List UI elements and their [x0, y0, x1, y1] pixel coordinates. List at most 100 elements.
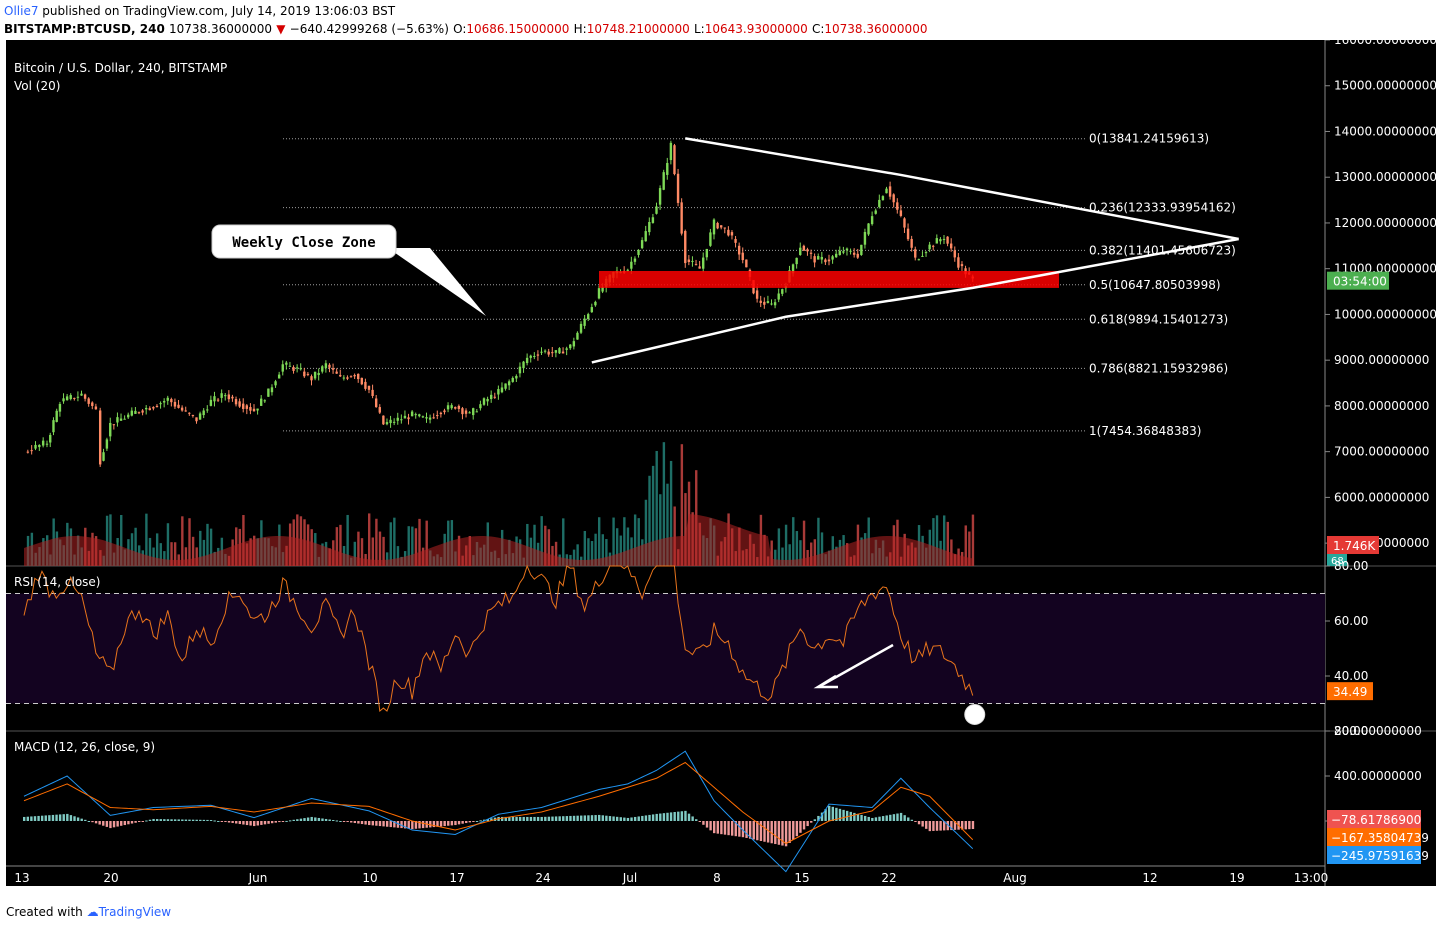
macd-histogram-bar — [623, 817, 626, 821]
macd-histogram-bar — [544, 816, 547, 821]
candle-body — [464, 410, 468, 414]
macd-histogram-bar — [716, 821, 719, 834]
extra-badge: 68 — [1331, 556, 1344, 567]
candle-body — [119, 418, 123, 421]
candle-body — [525, 357, 529, 364]
macd-histogram-bar — [66, 813, 69, 821]
macd-histogram-bar — [306, 817, 310, 821]
candle-body — [360, 377, 364, 385]
time-tick-label: 10 — [362, 871, 377, 885]
time-axis-background — [6, 866, 1325, 886]
volume-bar — [109, 514, 112, 566]
candle-body — [357, 373, 360, 380]
candle-body — [637, 249, 640, 255]
macd-histogram-bar — [943, 821, 946, 831]
callout-text: Weekly Close Zone — [232, 235, 375, 251]
macd-histogram-bar — [217, 821, 220, 822]
volume-bar — [598, 517, 601, 566]
volume-bar — [353, 541, 357, 566]
volume-bar — [662, 442, 666, 566]
macd-histogram-bar — [407, 821, 410, 829]
volume-bar — [202, 539, 206, 566]
created-with: Created with — [6, 905, 83, 919]
candle-body — [802, 245, 806, 251]
header: Ollie7 published on TradingView.com, Jul… — [0, 0, 1436, 40]
candle-body — [558, 348, 561, 354]
macd-histogram-bar — [105, 821, 109, 827]
volume-bar — [181, 516, 184, 566]
volume-bar — [163, 551, 166, 566]
macd-histogram-bar — [145, 820, 148, 822]
macd-histogram-bar — [540, 816, 543, 821]
candle-body — [224, 395, 227, 397]
candle-body — [87, 398, 90, 404]
candle-body — [313, 371, 317, 379]
macd-histogram-bar — [770, 821, 773, 844]
volume-bar — [615, 528, 619, 566]
candle-body — [504, 383, 507, 389]
macd-histogram-bar — [472, 821, 475, 822]
macd-histogram-bar — [518, 816, 522, 821]
chart-canvas[interactable]: 16000.00000000 15000.00000000 14000.000000… — [0, 40, 1436, 900]
macd-histogram-bar — [220, 821, 224, 822]
candle-body — [863, 231, 867, 245]
candle-body — [353, 375, 356, 377]
volume-badge-bg — [1327, 536, 1379, 554]
macd-histogram-bar — [899, 812, 903, 821]
volume-bar — [184, 547, 188, 566]
time-tick-label: 17 — [449, 871, 464, 885]
candle-body — [364, 381, 367, 389]
macd-histogram-bar — [249, 821, 252, 826]
candle-body — [249, 407, 252, 411]
candle-body — [928, 244, 931, 250]
candle-body — [245, 405, 249, 409]
macd-histogram-bar — [102, 821, 105, 826]
candle-body — [407, 417, 410, 420]
volume-bar — [393, 517, 396, 566]
macd-badge: −167.35804739 — [1331, 831, 1429, 845]
macd-histogram-bar — [138, 821, 141, 823]
candle-body — [906, 228, 910, 240]
macd-histogram-bar — [795, 821, 799, 837]
macd-histogram-bar — [939, 821, 942, 831]
volume-bar — [802, 520, 806, 566]
macd-histogram-bar — [159, 819, 162, 821]
candle-body — [831, 256, 834, 260]
candle-body — [177, 404, 180, 408]
time-tick-label: Jun — [248, 871, 268, 885]
candle-body — [640, 240, 644, 249]
macd-histogram-bar — [461, 821, 464, 824]
macd-histogram-bar — [612, 816, 615, 821]
macd-histogram-bar — [687, 813, 691, 821]
candle-body — [579, 323, 583, 333]
candle-body — [587, 314, 590, 320]
candle-body — [687, 259, 691, 262]
macd-histogram-bar — [590, 815, 594, 821]
volume-bar — [385, 552, 389, 566]
macd-histogram-bar — [680, 811, 684, 821]
macd-histogram-bar — [903, 815, 906, 821]
macd-histogram-bar — [91, 821, 94, 823]
volume-bar — [346, 514, 349, 566]
candle-body — [860, 244, 863, 255]
macd-histogram-bar — [551, 816, 554, 821]
macd-histogram-bar — [863, 815, 867, 821]
macd-histogram-bar — [475, 821, 479, 822]
macd-histogram-bar — [565, 816, 569, 821]
macd-histogram-bar — [723, 821, 727, 835]
candle-body — [425, 417, 428, 419]
candle-body — [220, 393, 223, 398]
tradingview-brand[interactable]: TradingView — [98, 905, 172, 919]
macd-histogram-bar — [191, 819, 195, 821]
macd-histogram-bar — [633, 816, 637, 821]
macd-histogram-bar — [76, 817, 80, 821]
macd-histogram-bar — [648, 814, 651, 821]
macd-histogram-bar — [896, 813, 899, 821]
volume-bar — [526, 523, 529, 566]
volume-bar — [389, 522, 392, 566]
author-link[interactable]: Ollie7 — [4, 4, 39, 18]
volume-bar — [378, 531, 382, 566]
candle-body — [109, 422, 112, 437]
candle-body — [374, 398, 378, 408]
callout-box — [211, 224, 397, 259]
